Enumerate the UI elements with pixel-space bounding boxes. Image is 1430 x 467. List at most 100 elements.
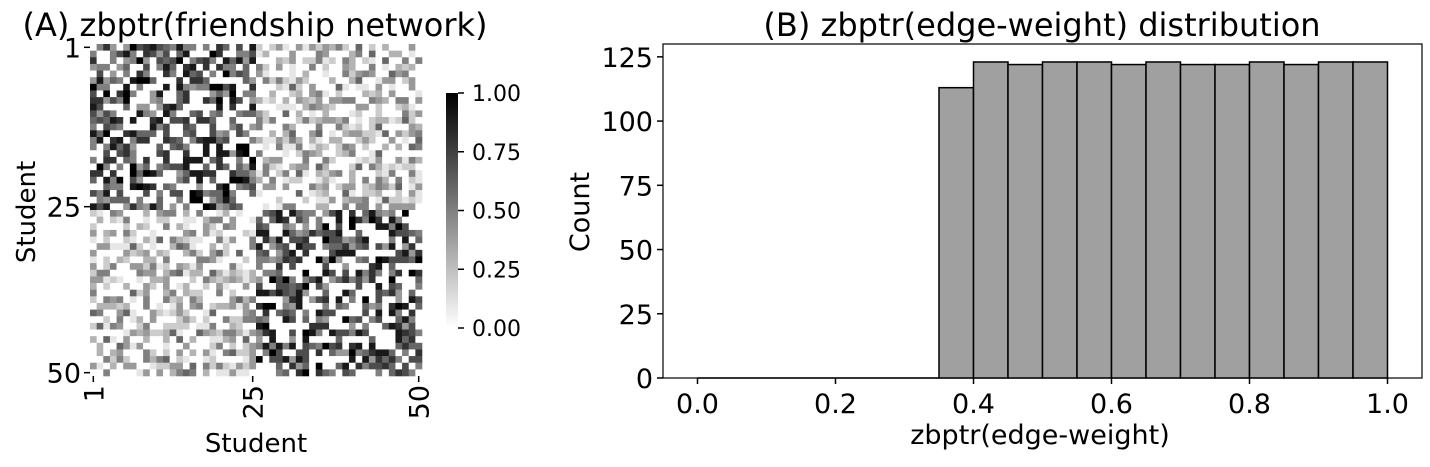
heatmap-cell — [408, 103, 416, 111]
heatmap-cell — [216, 269, 224, 277]
heatmap-cell — [322, 210, 330, 217]
heatmap-cell — [375, 150, 383, 158]
heatmap-cell — [103, 163, 111, 171]
heatmap-cell — [395, 57, 403, 65]
heatmap-cell — [182, 90, 190, 98]
heatmap-cell — [143, 269, 151, 277]
histogram-bar — [1041, 61, 1078, 379]
heatmap-cells — [90, 44, 423, 377]
heatmap-cell — [90, 256, 97, 264]
heatmap-cell — [222, 97, 230, 105]
heatmap-cell — [375, 329, 383, 337]
heatmap-cell — [362, 123, 370, 131]
heatmap-cell — [269, 103, 277, 111]
heatmap-cell — [415, 57, 423, 65]
heatmap-cell — [408, 44, 416, 51]
heatmap-cell — [116, 203, 124, 211]
heatmap-cell — [236, 183, 244, 191]
heatmap-cell — [209, 156, 217, 164]
heatmap-cell — [143, 123, 151, 131]
heatmap-cell — [329, 322, 336, 330]
heatmap-cell — [275, 336, 283, 344]
histogram-bar — [1248, 61, 1285, 379]
heatmap-cell — [282, 263, 290, 271]
heatmap-cell — [236, 44, 244, 51]
heatmap-cell — [123, 249, 131, 257]
heatmap-cell — [169, 223, 177, 231]
heatmap-cell — [395, 302, 403, 310]
heatmap-cell — [196, 190, 204, 198]
heatmap-x-label: Student — [205, 429, 307, 459]
heatmap-cell — [295, 256, 303, 264]
heatmap-cell — [342, 176, 350, 184]
heatmap-cell — [348, 342, 356, 350]
heatmap-cell — [322, 296, 330, 304]
heatmap-cell — [269, 57, 277, 65]
heatmap-cell — [109, 263, 117, 271]
heatmap-cell — [123, 50, 131, 58]
heatmap-cell — [216, 309, 224, 317]
heatmap-cell — [382, 356, 390, 364]
heatmap-cell — [275, 190, 283, 198]
heatmap-cell — [143, 362, 151, 370]
heatmap-cell — [163, 176, 170, 184]
heatmap-cell — [269, 336, 277, 344]
heatmap-cell — [129, 130, 137, 138]
heatmap-cell — [202, 57, 210, 65]
heatmap-cell — [189, 269, 197, 277]
heatmap-cell — [289, 83, 297, 91]
heatmap-cell — [222, 216, 230, 224]
heatmap-cell — [136, 110, 144, 118]
heatmap-cell — [408, 163, 416, 171]
heatmap-cell — [395, 336, 403, 344]
heatmap-cell — [103, 170, 111, 178]
heatmap-cell — [109, 236, 117, 244]
heatmap-cell — [355, 143, 363, 151]
heatmap-cell — [249, 150, 257, 158]
heatmap-cell — [395, 110, 403, 118]
heatmap-cell — [282, 44, 290, 51]
heatmap-cell — [222, 256, 230, 264]
heatmap-cell — [182, 50, 190, 58]
heatmap-cell — [375, 110, 383, 118]
heatmap-cell — [163, 156, 170, 164]
heatmap-cell — [382, 156, 390, 164]
heatmap-cell — [402, 203, 410, 211]
heatmap-cell — [236, 342, 244, 350]
heatmap-cell — [342, 276, 350, 284]
heatmap-cell — [415, 336, 423, 344]
heatmap-cell — [149, 229, 157, 237]
heatmap-cell — [123, 329, 131, 337]
heatmap-cell — [96, 90, 104, 98]
heatmap-cell — [123, 276, 131, 284]
heatmap-cell — [216, 44, 224, 51]
heatmap-cell — [116, 190, 124, 198]
heatmap-cell — [163, 70, 170, 78]
heatmap-cell — [309, 276, 317, 284]
heatmap-cell — [229, 63, 237, 71]
heatmap-cell — [242, 302, 250, 310]
heatmap-cell — [169, 356, 177, 364]
heatmap-cell — [129, 163, 137, 171]
heatmap-cell — [335, 70, 343, 78]
heatmap-cell — [249, 190, 257, 198]
heatmap-cell — [262, 50, 270, 58]
heatmap-cell — [368, 236, 376, 244]
heatmap-cell — [415, 77, 423, 85]
heatmap-y-tick-label: 25 — [47, 193, 81, 224]
heatmap-cell — [129, 269, 137, 277]
heatmap-cell — [96, 183, 104, 191]
heatmap-cell — [315, 176, 323, 184]
heatmap-cell — [90, 243, 97, 251]
heatmap-cell — [382, 309, 390, 317]
heatmap-cell — [189, 90, 197, 98]
heatmap-cell — [189, 243, 197, 251]
heatmap-cell — [156, 302, 164, 310]
heatmap-cell — [295, 243, 303, 251]
heatmap-cell — [322, 249, 330, 257]
heatmap-cell — [242, 256, 250, 264]
heatmap-cell — [236, 203, 244, 211]
heatmap-cell — [315, 110, 323, 118]
heatmap-cell — [129, 136, 137, 144]
heatmap-cell — [143, 70, 151, 78]
